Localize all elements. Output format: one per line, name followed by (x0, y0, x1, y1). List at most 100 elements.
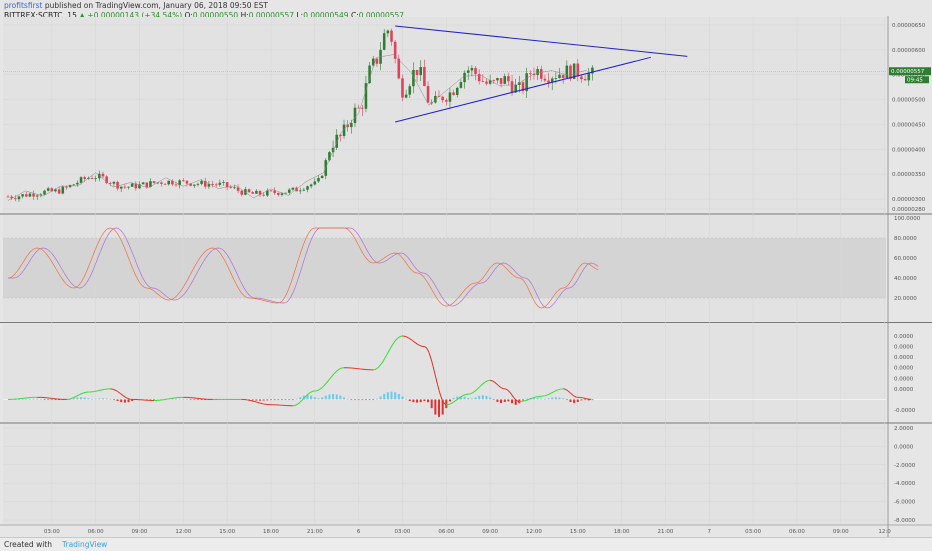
macd-bar (548, 398, 550, 399)
candle-body (507, 76, 510, 81)
macd-bar (562, 398, 564, 399)
macd-line-segment (407, 337, 408, 338)
macd-line-segment (551, 392, 552, 393)
macd-line-segment (77, 395, 78, 396)
lower-pane-bg (3, 424, 886, 524)
price-tick-label: 0.00000600 (892, 48, 926, 54)
macd-bar (453, 398, 455, 400)
macd-line-segment (575, 397, 576, 398)
macd-bar (128, 399, 130, 402)
candle-body (493, 80, 496, 81)
candle-body (251, 192, 254, 194)
macd-line-segment (83, 393, 84, 394)
candle-body (566, 66, 569, 78)
candle-body (310, 184, 313, 186)
macd-line-segment (310, 392, 311, 393)
macd-tick-label: 0.0000 (894, 387, 914, 393)
macd-bar (321, 397, 323, 399)
candle-body (270, 190, 273, 191)
candle-body (335, 135, 338, 148)
candle-body (529, 73, 532, 74)
candle-body (474, 68, 477, 74)
macd-bar (383, 394, 385, 399)
macd-line-segment (527, 400, 528, 401)
candle-body (58, 189, 61, 193)
candle-body (303, 190, 306, 191)
macd-bar (76, 398, 78, 400)
macd-bar (438, 399, 440, 416)
candle-body (248, 189, 251, 192)
macd-bar (22, 399, 24, 400)
candle-body (226, 182, 229, 187)
macd-bar (266, 399, 268, 400)
macd-bar (25, 399, 27, 400)
time-tick-label: 06:00 (789, 529, 805, 535)
tradingview-logo[interactable]: TradingView (62, 540, 107, 549)
macd-line-segment (126, 398, 127, 399)
macd-bar (274, 399, 276, 400)
candle-body (43, 191, 46, 195)
macd-bar (175, 399, 177, 400)
time-tick-label: 7 (708, 529, 712, 535)
time-tick-label: 21:00 (307, 529, 323, 535)
candle-body (383, 33, 386, 50)
macd-tick-label: 0.0000 (894, 355, 914, 361)
macd-bar (336, 394, 338, 399)
macd-bar (478, 396, 480, 400)
candle-body (233, 187, 236, 188)
macd-bar (412, 399, 414, 402)
candle-body (222, 182, 225, 183)
chart-canvas[interactable]: 0.000006500.000006000.000005500.00000500… (0, 0, 932, 537)
macd-bar (423, 399, 425, 401)
stoch-tick-label: 40.0000 (894, 276, 917, 282)
price-tick-label: 0.00000280 (892, 207, 926, 213)
candle-body (401, 78, 404, 97)
macd-bar (270, 399, 272, 400)
macd-bar (526, 399, 528, 400)
time-tick-label: 03:00 (395, 529, 411, 535)
candle-body (47, 188, 50, 190)
macd-bar (464, 397, 466, 400)
macd-bar (252, 399, 254, 400)
macd-bar (445, 399, 447, 408)
macd-bar (544, 399, 546, 400)
candle-body (124, 187, 127, 188)
candle-body (76, 183, 79, 185)
macd-line-segment (75, 396, 76, 397)
macd-bar (467, 398, 469, 400)
macd-bar (153, 399, 155, 400)
macd-bar (317, 398, 319, 399)
macd-bar (431, 399, 433, 408)
macd-bar (106, 399, 108, 400)
price-tick-label: 0.00000450 (892, 122, 926, 128)
candle-body (423, 67, 426, 86)
candle-body (32, 194, 35, 197)
macd-bar (420, 399, 422, 402)
macd-bar (36, 399, 38, 400)
macd-line-segment (549, 394, 550, 395)
candle-body (94, 178, 97, 179)
macd-bar (405, 399, 407, 400)
candle-body (219, 183, 222, 185)
price-tick-label: 0.00000650 (892, 23, 926, 29)
candle-body (368, 66, 371, 84)
macd-bar (369, 399, 371, 400)
stoch-tick-label: 20.0000 (894, 296, 917, 302)
time-tick-label: 03:00 (44, 529, 60, 535)
candle-body (408, 86, 411, 94)
candle-body (416, 70, 419, 75)
candle-body (354, 108, 357, 123)
candle-body (197, 184, 200, 185)
macd-bar (354, 399, 356, 400)
time-tick-label: 21:00 (658, 529, 674, 535)
candle-body (102, 174, 105, 177)
stoch-tick-label: 100.0000 (894, 216, 921, 222)
candle-body (503, 76, 506, 84)
price-tick-label: 0.00000400 (892, 147, 926, 153)
macd-line-segment (405, 336, 406, 337)
macd-bar (29, 399, 31, 400)
candle-body (485, 82, 488, 84)
time-tick-label: 09:00 (482, 529, 498, 535)
macd-line-segment (502, 388, 503, 389)
macd-tick-label: -0.0000 (894, 408, 916, 414)
